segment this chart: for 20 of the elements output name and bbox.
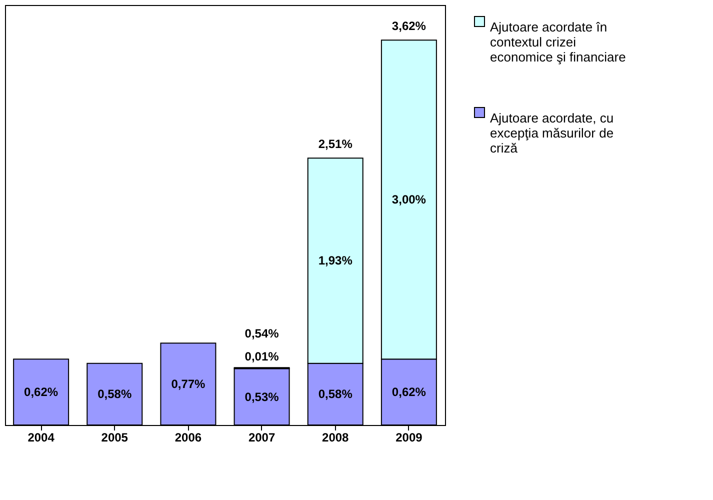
legend-label: Ajutoare acordate, cu excepţia măsurilor de criză: [490, 110, 614, 156]
data-label: 0,58%: [98, 387, 132, 402]
data-label: 0,62%: [24, 385, 58, 400]
data-label: 0,53%: [244, 390, 280, 404]
data-label: 0,58%: [318, 387, 353, 402]
total-label: 0,54%: [244, 326, 280, 341]
total-label: 2,51%: [318, 137, 353, 152]
x-tick-label: 2008: [322, 430, 350, 444]
legend-label: Ajutoare acordate în contextul crizei economice şi financiare: [490, 20, 626, 64]
data-label: 0,62%: [392, 385, 426, 400]
x-tick-label: 2005: [101, 430, 128, 444]
x-tick-label: 2004: [28, 430, 55, 444]
data-label: 0,01%: [244, 350, 280, 364]
x-tick-label: 2009: [396, 430, 423, 444]
x-tick-label: 2006: [174, 430, 202, 444]
x-tick-label: 2007: [248, 430, 276, 444]
data-label: 1,93%: [318, 254, 353, 268]
total-label: 3,62%: [392, 19, 426, 34]
data-label: 3,00%: [392, 192, 426, 207]
data-label: 0,77%: [171, 377, 206, 392]
